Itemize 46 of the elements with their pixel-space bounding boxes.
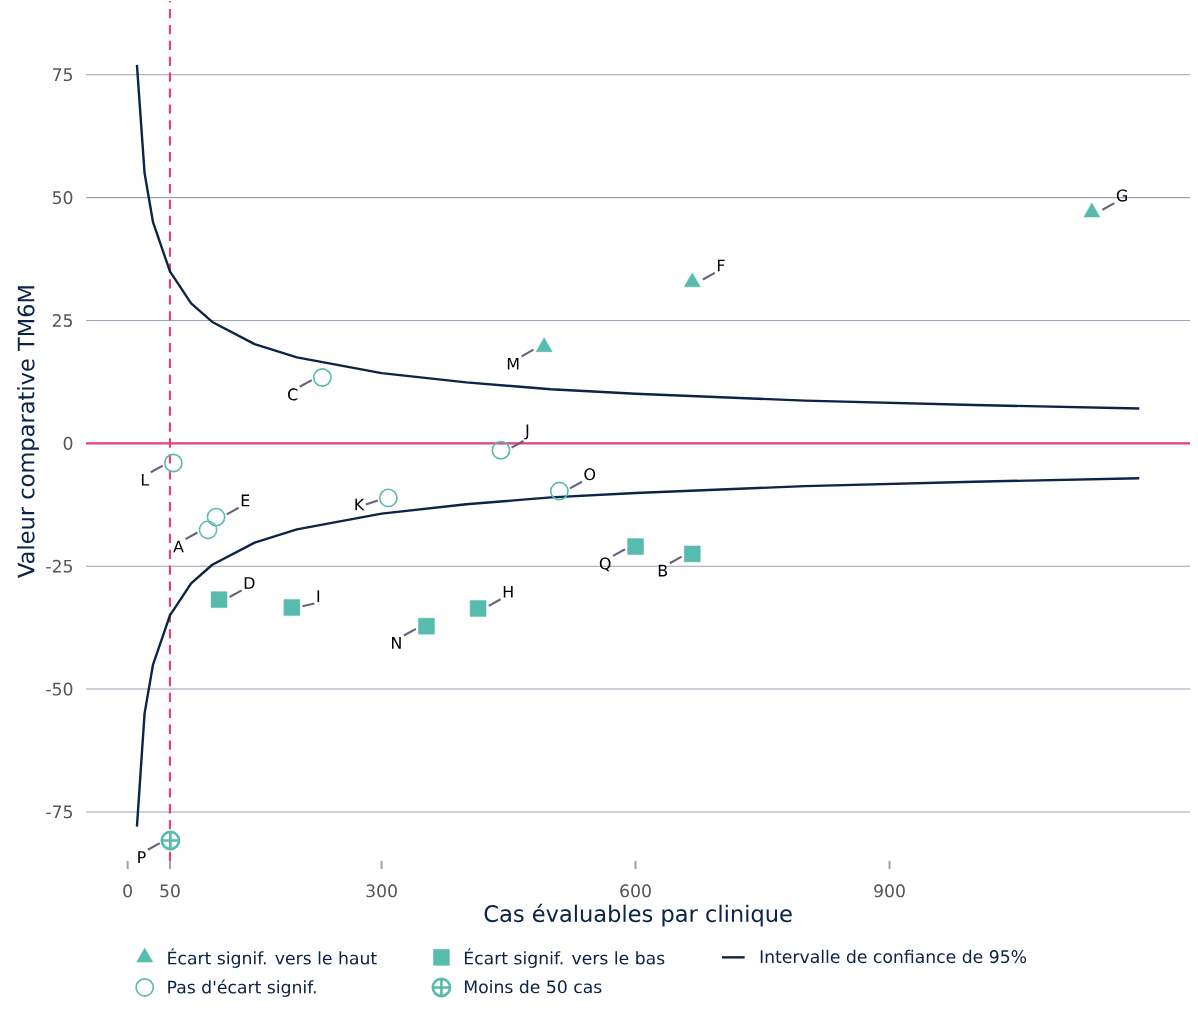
legend-label: Pas d'écart signif. — [168, 979, 316, 998]
y-tick-label: -50 — [46, 682, 73, 696]
annotation: L — [141, 474, 150, 486]
annotation: M — [507, 358, 519, 370]
y-tick-label: 25 — [52, 314, 73, 328]
annotation: F — [717, 259, 725, 272]
y-tick-label: -25 — [46, 559, 73, 573]
legend-label: Écart signif. vers le bas — [464, 948, 665, 969]
point — [469, 600, 487, 617]
x-tick-label: 300 — [366, 884, 397, 898]
annotation: P — [138, 851, 146, 864]
annotation: A — [173, 540, 184, 553]
y-tick-label: -75 — [46, 805, 73, 819]
x-axis-title: Cas évaluables par clinique — [484, 903, 792, 927]
annotation: K — [355, 498, 365, 511]
point — [210, 591, 228, 608]
x-tick-label: 0 — [123, 884, 132, 898]
point — [535, 337, 553, 353]
annotation: O — [584, 468, 596, 481]
annotation: H — [503, 586, 513, 598]
y-axis-title: Valeur comparative TM6M — [17, 286, 39, 579]
legend-label: Moins de 50 cas — [464, 980, 602, 994]
annotation: G — [1116, 189, 1127, 202]
point — [1083, 202, 1101, 218]
annotation: J — [524, 424, 529, 440]
point — [160, 830, 181, 851]
annotation: I — [317, 590, 320, 603]
x-tick-label: 600 — [620, 884, 651, 898]
x-tick-label: 50 — [160, 884, 180, 898]
point — [418, 618, 435, 635]
point — [283, 599, 301, 616]
annotation: B — [658, 564, 668, 577]
annotation: Q — [599, 557, 611, 572]
y-tick-label: 50 — [52, 191, 73, 205]
point — [684, 545, 701, 563]
y-tick-label: 75 — [53, 68, 73, 82]
x-tick-label: 900 — [874, 884, 905, 898]
legend-label: Intervalle de confiance de 95% — [760, 949, 1027, 964]
annotation: E — [241, 494, 250, 507]
y-tick-label: 0 — [63, 436, 73, 450]
annotation: C — [288, 388, 298, 401]
point — [627, 538, 644, 555]
legend-label: Écart signif. vers le haut — [168, 948, 377, 969]
annotation: N — [392, 637, 401, 649]
annotation: D — [244, 577, 255, 589]
point — [683, 272, 701, 288]
